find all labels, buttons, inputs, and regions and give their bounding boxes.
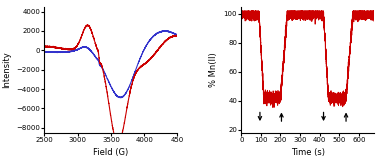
Y-axis label: Intensity: Intensity: [2, 51, 11, 88]
X-axis label: Time (s): Time (s): [291, 149, 325, 157]
X-axis label: Field (G): Field (G): [93, 149, 129, 157]
Y-axis label: % Mn(II): % Mn(II): [209, 52, 218, 87]
